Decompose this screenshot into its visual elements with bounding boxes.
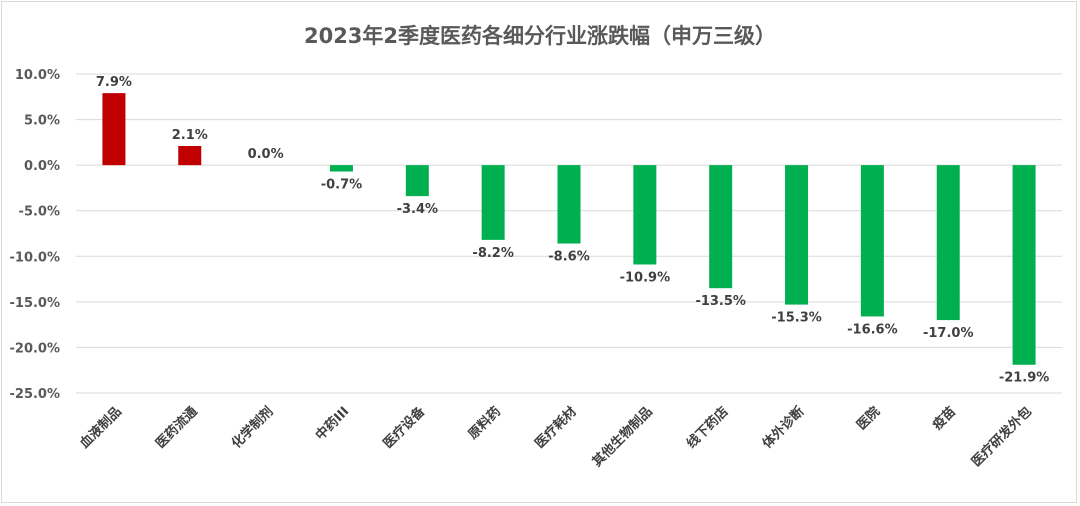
x-tick-label: 疫苗 [929, 404, 959, 434]
x-tick-label: 医疗耗材 [532, 404, 580, 452]
x-tick-label: 化学制剂 [228, 404, 276, 452]
data-label: 7.9% [96, 75, 132, 90]
bar [1012, 165, 1036, 365]
data-label: -15.3% [771, 311, 822, 326]
y-tick-label: -10.0% [10, 250, 61, 265]
y-tick-label: 10.0% [15, 68, 60, 83]
bar [709, 165, 733, 289]
x-tick-label: 线下药店 [683, 404, 731, 452]
data-label: -0.7% [321, 178, 362, 193]
bar [860, 165, 884, 317]
data-label: -21.9% [999, 371, 1050, 386]
bar [633, 165, 657, 265]
data-label: -8.2% [472, 246, 513, 261]
y-tick-label: -20.0% [10, 341, 61, 356]
y-tick-label: 0.0% [24, 159, 60, 174]
data-label: 0.0% [248, 147, 284, 162]
x-tick-label: 中药III [312, 404, 352, 444]
bar [178, 146, 202, 166]
data-label: 2.1% [172, 128, 208, 143]
data-label: -17.0% [923, 326, 974, 341]
y-tick-label: -5.0% [19, 205, 60, 220]
bar [557, 165, 581, 244]
data-label: -13.5% [695, 294, 746, 309]
y-axis: 10.0% 5.0% 0.0% -5.0% -10.0% -15.0% -20.0% -25.… [10, 68, 61, 402]
data-labels: 7.9% 2.1% 0.0% -0.7% -3.4% -8.2% -8.6% -10.9% -1… [96, 75, 1049, 386]
x-tick-label: 医疗研发外包 [968, 404, 1034, 470]
bar [405, 165, 429, 197]
y-tick-label: -15.0% [10, 296, 61, 311]
x-tick-label: 其他生物制品 [589, 404, 655, 470]
data-label: -3.4% [397, 202, 438, 217]
bar [785, 165, 809, 305]
chart-title: 2023年2季度医药各细分行业涨跌幅（申万三级） [303, 24, 777, 48]
x-tick-label: 医疗设备 [380, 403, 429, 452]
bar [481, 165, 505, 240]
data-label: -10.9% [620, 270, 671, 285]
data-label: -16.6% [847, 322, 898, 337]
data-label: -8.6% [548, 250, 589, 265]
y-tick-label: -25.0% [10, 387, 61, 402]
bar [329, 165, 353, 172]
x-tick-label: 体外诊断 [759, 404, 807, 452]
bars [102, 93, 1036, 365]
x-tick-label: 血液制品 [77, 404, 125, 452]
y-tick-label: 5.0% [24, 114, 60, 129]
x-tick-label: 医药流通 [153, 404, 201, 452]
x-tick-label: 原料药 [465, 404, 504, 443]
x-axis: 血液制品 医药流通 化学制剂 中药III 医疗设备 原料药 医疗耗材 其他生物制品 线下药店 体外… [77, 403, 1035, 470]
bar [102, 93, 126, 166]
bar [936, 165, 960, 321]
x-tick-label: 医院 [854, 404, 884, 434]
